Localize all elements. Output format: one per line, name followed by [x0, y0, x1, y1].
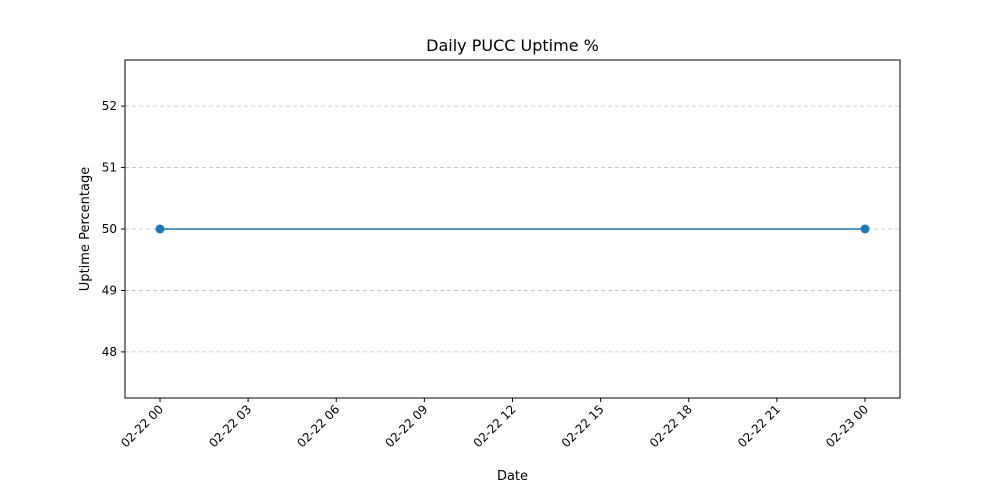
series-layer [155, 224, 870, 234]
x-tick-label: 02-22 03 [206, 402, 254, 450]
chart-title: Daily PUCC Uptime % [426, 36, 599, 55]
y-tick-label: 48 [102, 345, 117, 359]
y-tick-label: 49 [102, 283, 117, 297]
x-tick-label: 02-22 12 [471, 402, 519, 450]
y-axis-ticks: 48 49 50 51 52 [102, 99, 125, 359]
x-tick-label: 02-22 18 [647, 402, 695, 450]
x-axis-label: Date [497, 469, 528, 484]
y-tick-label: 50 [102, 222, 117, 236]
y-tick-label: 51 [102, 161, 117, 175]
data-point [860, 224, 870, 234]
x-tick-label: 02-23 00 [823, 402, 871, 450]
x-tick-label: 02-22 09 [382, 402, 430, 450]
plot-frame [124, 59, 901, 399]
data-point [155, 224, 165, 234]
x-tick-label: 02-22 21 [735, 402, 783, 450]
x-tick-label: 02-22 15 [559, 402, 607, 450]
y-axis-label: Uptime Percentage [78, 167, 93, 291]
x-tick-label: 02-22 00 [118, 402, 166, 450]
y-tick-label: 52 [102, 99, 117, 113]
x-tick-label: 02-22 06 [294, 402, 342, 450]
x-axis-ticks: 02-22 00 02-22 03 02-22 06 02-22 09 02-22 12… [118, 398, 871, 450]
